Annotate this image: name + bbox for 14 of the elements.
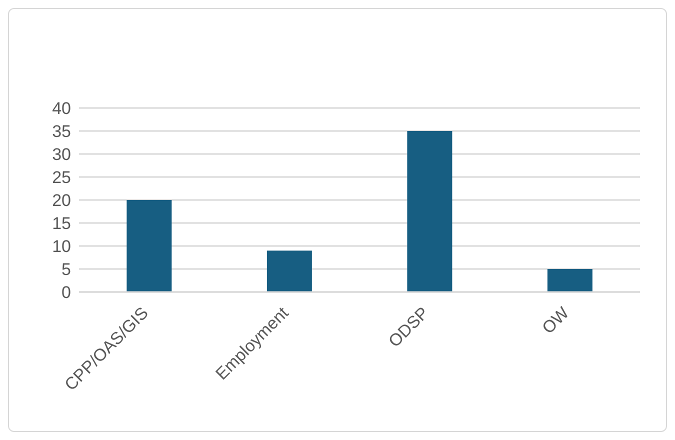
x-tick-label: OW: [538, 303, 573, 338]
bar: [266, 250, 312, 292]
y-tick-label: 25: [52, 168, 71, 188]
bar: [407, 131, 452, 292]
y-tick-label: 10: [52, 237, 71, 256]
y-tick-label: 15: [52, 214, 71, 234]
bar: [547, 269, 592, 292]
y-tick-label: 0: [62, 283, 71, 302]
y-tick-label: 5: [62, 260, 71, 280]
y-tick-label: 20: [52, 191, 71, 210]
y-tick-label: 30: [52, 145, 71, 164]
y-tick-label: 35: [52, 122, 71, 142]
bar: [126, 200, 172, 292]
y-tick-label: 40: [52, 99, 71, 118]
